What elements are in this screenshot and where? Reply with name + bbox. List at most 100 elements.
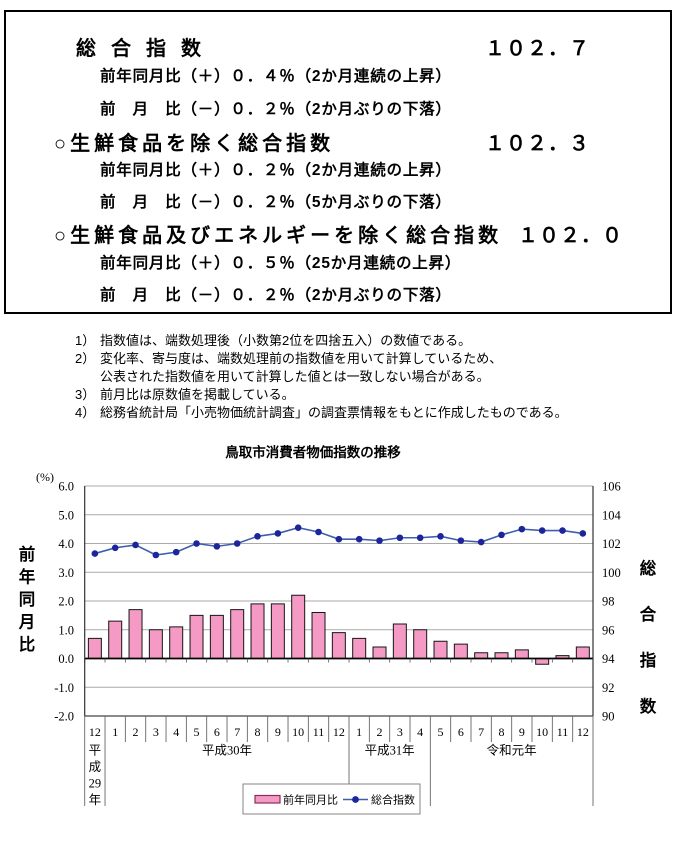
right-axis-tick-labels: 106 104 102 100 98 96 94 92 90 [602,480,622,724]
svg-text:平成30年: 平成30年 [202,744,252,758]
svg-text:4: 4 [417,725,423,739]
svg-text:総: 総 [640,558,657,578]
svg-text:総合指数: 総合指数 [371,793,415,807]
svg-text:4: 4 [173,725,179,739]
svg-text:比: 比 [19,634,36,654]
ex-fresh-food-energy-mom: 前 月 比（－）０．２％（2か月ぶりの下落） [100,287,452,304]
svg-text:(%): (%) [36,470,54,484]
cpi-trend-chart: 鳥取市消費者物価指数の推移 (%) 6.0 5.0 4.0 3.0 2.0 1.0 0.0 -1.… [18,444,657,815]
svg-text:年: 年 [89,793,102,807]
footnote-marker: 2） [75,351,96,366]
left-axis-tick-labels: 6.0 5.0 4.0 3.0 2.0 1.0 0.0 -1.0 -2.0 [54,480,74,724]
svg-text:8: 8 [255,725,261,739]
svg-text:指: 指 [640,650,657,670]
footnote-marker: 3） [75,387,96,402]
svg-text:2: 2 [133,725,139,739]
ex-fresh-food-heading: ○生鮮食品を除く総合指数 [54,133,335,155]
x-axis-era-labels: 平成 29 年 平成30年 平成31年 令和元年 [89,743,537,808]
svg-text:7: 7 [478,725,484,739]
svg-text:29: 29 [89,777,102,791]
summary-box: 総合指数 １０２．７ 前年同月比（＋）０．４％（2か月連続の上昇） 前 月 比（… [4,10,672,314]
svg-text:3: 3 [153,725,159,739]
legend: 前年同月比 総合指数 [242,783,421,815]
svg-text:98: 98 [602,595,615,609]
svg-text:12: 12 [89,725,101,739]
ex-fresh-food-energy-value: １０２．０ [518,225,623,247]
svg-text:同: 同 [19,590,36,609]
svg-text:92: 92 [602,681,615,695]
svg-text:8: 8 [499,725,505,739]
left-axis-unit-label: (%) [36,470,54,484]
svg-text:5: 5 [194,725,200,739]
left-axis-title: 前年同月比 [18,544,36,654]
svg-text:0.0: 0.0 [58,652,74,666]
svg-text:90: 90 [602,710,615,724]
footnote-marker: 1） [75,333,96,348]
svg-text:2: 2 [377,725,383,739]
svg-text:2.0: 2.0 [58,595,74,609]
svg-text:前年同月比: 前年同月比 [283,793,338,807]
svg-text:100: 100 [602,566,621,580]
svg-text:3.0: 3.0 [58,566,74,580]
x-axis-month-labels: 12 1 2 3 4 5 6 7 8 9 10 11 12 1 2 3 4 5 6 7 8 9 10 11 12 [89,725,589,739]
svg-text:月: 月 [18,613,36,632]
ex-fresh-food-yoy: 前年同月比（＋）０．２％（2か月連続の上昇） [100,162,452,179]
svg-text:11: 11 [557,725,569,739]
svg-text:96: 96 [602,623,615,637]
footnote-marker [75,368,100,386]
footnote-2: 2） 変化率、寄与度は、端数処理前の指数値を用いて計算しているため、 [75,351,503,366]
svg-text:年: 年 [19,567,36,587]
ex-fresh-food-mom: 前 月 比（－）０．２％（5か月ぶりの下落） [100,194,452,211]
line-series [91,524,587,559]
svg-text:前: 前 [19,544,36,564]
svg-text:12: 12 [577,725,589,739]
svg-text:94: 94 [602,652,615,666]
footnote-2-continued: 公表された指数値を用いて計算した値とは一致しない場合がある。 [75,368,568,386]
svg-text:11: 11 [313,725,325,739]
svg-text:成: 成 [89,760,102,774]
svg-text:12: 12 [333,725,345,739]
svg-text:1: 1 [112,725,118,739]
footnote-1: 1） 指数値は、端数処理後（小数第2位を四捨五入）の数値である。 [75,333,472,348]
svg-text:平: 平 [89,744,102,758]
footnote-3: 3） 前月比は原数値を掲載している。 [75,387,295,402]
footnote-marker: 4） [75,405,96,420]
svg-text:-2.0: -2.0 [54,710,74,724]
svg-text:鳥取市消費者物価指数の推移: 鳥取市消費者物価指数の推移 [225,444,401,460]
svg-text:5.0: 5.0 [58,508,74,522]
svg-text:6: 6 [458,725,464,739]
overall-index-value: １０２．７ [485,38,590,60]
plot-frame [84,485,594,717]
svg-text:9: 9 [275,725,281,739]
svg-text:104: 104 [602,508,622,522]
svg-text:7: 7 [234,725,240,739]
svg-text:平成31年: 平成31年 [365,744,415,758]
svg-text:6.0: 6.0 [58,480,74,494]
ex-fresh-food-energy-yoy: 前年同月比（＋）０．５％（25か月連続の上昇） [100,255,462,272]
svg-text:9: 9 [519,725,525,739]
overall-index-yoy: 前年同月比（＋）０．４％（2か月連続の上昇） [100,68,452,85]
zero-axis [84,657,594,663]
gridlines [84,485,593,717]
ex-fresh-food-energy-heading: ○生鮮食品及びエネルギーを除く総合指数 [54,225,503,247]
overall-index-heading: 総合指数 [76,38,216,60]
svg-text:数: 数 [640,696,657,716]
svg-text:10: 10 [536,725,548,739]
svg-text:4.0: 4.0 [58,537,74,551]
right-axis-title: 総合指数 [640,558,657,716]
footnotes: 1） 指数値は、端数処理後（小数第2位を四捨五入）の数値である。 2） 変化率、寄与… [75,332,568,422]
ex-fresh-food-value: １０２．３ [485,133,590,155]
svg-text:3: 3 [397,725,403,739]
svg-text:1.0: 1.0 [58,623,74,637]
svg-text:6: 6 [214,725,220,739]
svg-text:102: 102 [602,537,621,551]
svg-text:1: 1 [356,725,362,739]
svg-text:令和元年: 令和元年 [487,743,537,758]
overall-index-mom: 前 月 比（－）０．２％（2か月ぶりの下落） [100,101,452,118]
svg-text:-1.0: -1.0 [54,681,74,695]
footnote-4: 4） 総務省統計局「小売物価統計調査」の調査票情報をもとに作成したものである。 [75,405,568,420]
legend-bar-swatch [254,794,281,804]
svg-text:5: 5 [438,725,444,739]
svg-text:106: 106 [602,480,621,494]
